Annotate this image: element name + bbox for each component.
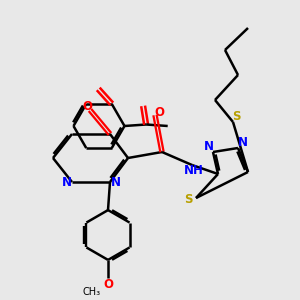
Text: S: S — [184, 193, 193, 206]
Text: CH₃: CH₃ — [82, 287, 100, 297]
Text: N: N — [203, 140, 214, 153]
Text: O: O — [82, 100, 93, 113]
Text: N: N — [110, 176, 120, 188]
Text: O: O — [154, 106, 164, 119]
Text: NH: NH — [184, 164, 203, 178]
Text: O: O — [103, 278, 113, 291]
Text: N: N — [61, 176, 72, 188]
Text: S: S — [232, 110, 240, 122]
Text: N: N — [238, 136, 248, 149]
